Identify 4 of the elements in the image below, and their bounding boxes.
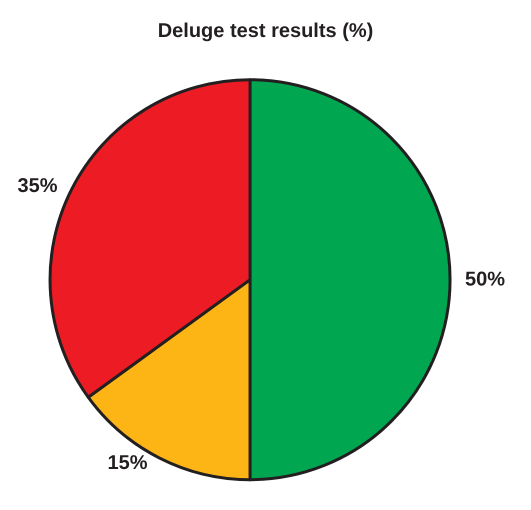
data-label: 50%	[465, 268, 506, 291]
data-label: 15%	[107, 452, 148, 474]
data-label: 35%	[17, 175, 58, 198]
chart-title: Deluge test results (%)	[158, 20, 374, 42]
